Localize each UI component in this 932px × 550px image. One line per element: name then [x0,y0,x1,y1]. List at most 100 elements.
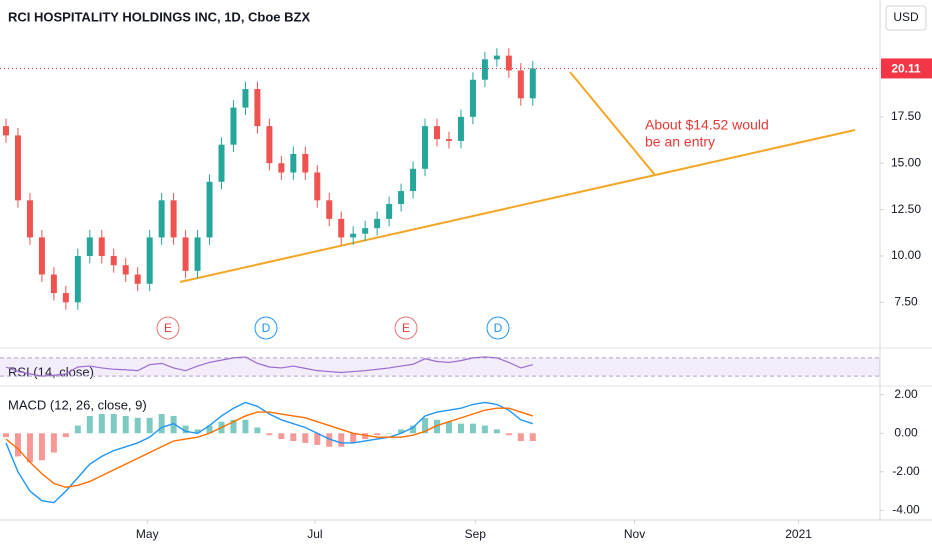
macd-histogram-bar [374,433,381,436]
macd-histogram-bar [529,433,536,441]
macd-histogram-bar [158,414,165,434]
candle-body [422,126,429,169]
macd-histogram-bar [398,429,405,434]
event-circle[interactable] [254,316,278,340]
macd-histogram-bar [445,421,452,434]
candle-body [182,237,189,271]
macd-histogram-bar [290,433,297,441]
rsi-band [0,357,880,377]
macd-histogram-bar [122,415,129,434]
event-label[interactable]: D [262,321,271,335]
candle-body [302,153,309,173]
y-tick-label: 15.00 [891,155,921,169]
candle-body [517,70,524,99]
candle-body [445,139,452,141]
candle-body [350,233,357,238]
macd-histogram-bar [326,433,333,447]
annotation[interactable]: About $14.52 would [645,117,769,133]
macd-histogram-bar [481,425,488,434]
rsi-line [5,356,533,377]
event-marker[interactable]: E [156,316,180,340]
candle-body [314,172,321,201]
macd-histogram-bar [314,433,321,445]
event-label[interactable]: E [164,321,172,335]
macd-histogram-bar [74,425,81,434]
macd-histogram-bar [62,433,69,438]
y-tick-label: -4.00 [892,503,920,517]
event-label[interactable]: E [402,321,410,335]
x-tick-label: Nov [624,527,645,541]
candle-body [290,153,297,173]
macd-line [5,407,534,488]
candle-body [26,200,33,238]
x-tick-label: Sep [465,527,487,541]
macd-histogram-bar [362,433,369,440]
trend-line[interactable] [179,129,856,283]
candle-body [218,144,225,182]
event-marker[interactable]: D [486,316,510,340]
arrow-line[interactable] [569,71,656,176]
candle-body [529,68,536,99]
currency-box[interactable] [885,5,927,31]
event-circle[interactable] [486,316,510,340]
macd-histogram-bar [469,423,476,434]
macd-histogram-bar [410,425,417,434]
macd-histogram-bar [242,419,249,434]
macd-histogram-bar [146,417,153,434]
macd-histogram-bar [386,433,393,434]
macd-line [5,401,534,504]
macd-histogram-bar [110,414,117,434]
macd-histogram-bar [230,419,237,434]
macd-histogram-bar [422,417,429,434]
candle-body [86,237,93,256]
candle-body [410,168,417,192]
candle-body [2,126,9,136]
event-circle[interactable] [394,316,418,340]
annotation[interactable]: be an entry [645,134,715,150]
candle-body [146,237,153,284]
macd-histogram-bar [350,433,357,443]
chart-title: RCI HOSPITALITY HOLDINGS INC, 1D, Cboe B… [8,9,310,24]
macd-histogram-bar [338,433,345,447]
macd-histogram-bar [26,433,33,463]
candle-body [266,126,273,164]
last-price-label: 20.11 [891,62,921,76]
x-tick-label: May [136,527,159,541]
macd-histogram-bar [194,429,201,434]
candle-body [386,204,393,219]
macd-histogram-bar [38,433,45,461]
event-marker[interactable]: D [254,316,278,340]
macd-histogram-bar [170,415,177,434]
macd-histogram-bar [457,423,464,434]
x-tick-label: 2021 [785,527,812,541]
macd-title: MACD (12, 26, close, 9) [8,397,147,412]
y-tick-label: 12.50 [891,202,921,216]
candle-body [457,116,464,141]
macd-histogram-bar [493,429,500,434]
y-tick-label: 7.50 [894,295,918,309]
y-tick-label: 17.50 [891,109,921,123]
event-marker[interactable]: E [394,316,418,340]
candle-body [170,200,177,238]
macd-histogram-bar [434,419,441,434]
candle-body [469,79,476,117]
candle-body [122,265,129,275]
y-tick-label: 2.00 [894,387,918,401]
candle-body [206,181,213,238]
macd-histogram-bar [278,433,285,440]
candle-body [38,237,45,275]
macd-histogram-bar [2,433,9,438]
candle-body [74,255,81,303]
currency[interactable]: USD [893,10,919,24]
candle-body [338,218,345,238]
macd-histogram-bar [505,433,512,436]
x-tick-label: Jul [307,527,322,541]
candle-body [434,126,441,140]
event-label[interactable]: D [494,321,503,335]
candle-body [374,218,381,229]
candle-body [14,135,21,201]
candle-body [493,55,500,60]
event-circle[interactable] [156,316,180,340]
